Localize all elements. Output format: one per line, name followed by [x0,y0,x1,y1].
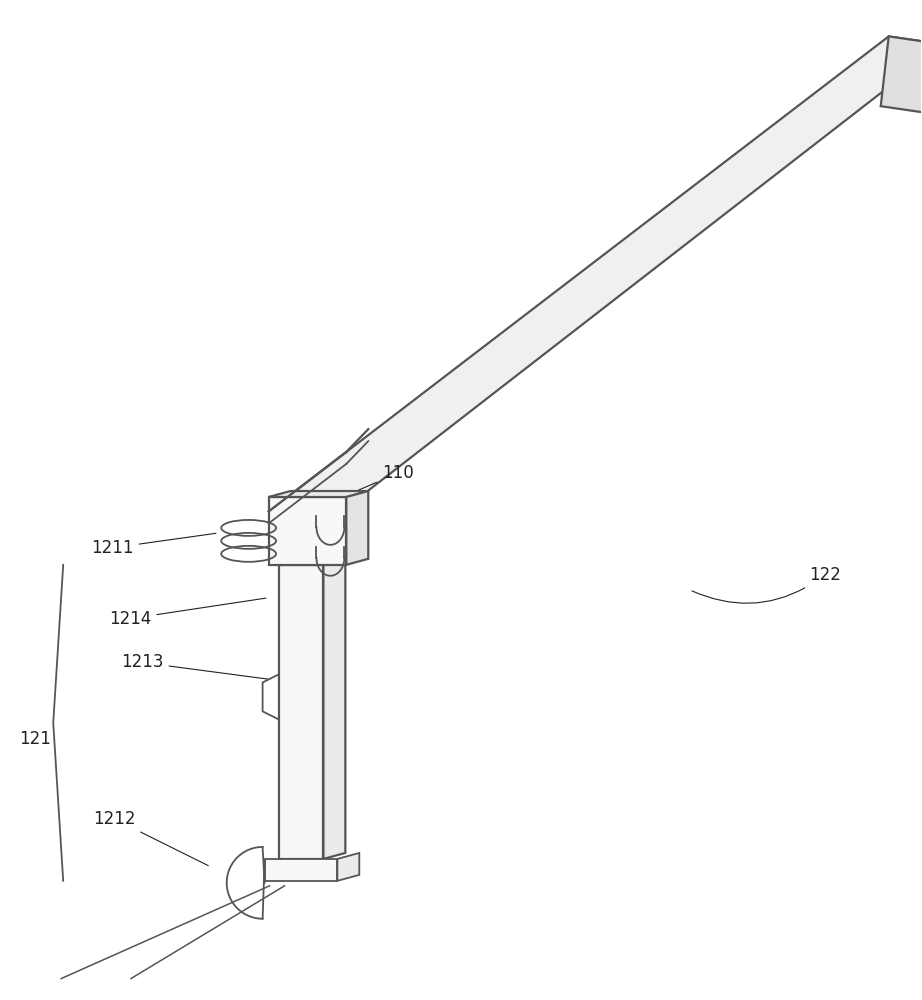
Text: 1214: 1214 [109,598,266,628]
Text: 110: 110 [308,464,414,512]
Polygon shape [337,853,360,881]
Text: 1212: 1212 [93,810,208,866]
Polygon shape [268,491,368,497]
Text: 121: 121 [19,730,52,748]
Polygon shape [881,36,922,114]
Polygon shape [268,497,347,565]
Polygon shape [278,565,324,859]
Text: 122: 122 [692,566,841,603]
Text: 1213: 1213 [121,653,267,679]
Polygon shape [347,491,368,565]
Polygon shape [265,859,337,881]
Text: 1211: 1211 [91,533,216,557]
Polygon shape [324,559,346,859]
Polygon shape [270,36,922,520]
